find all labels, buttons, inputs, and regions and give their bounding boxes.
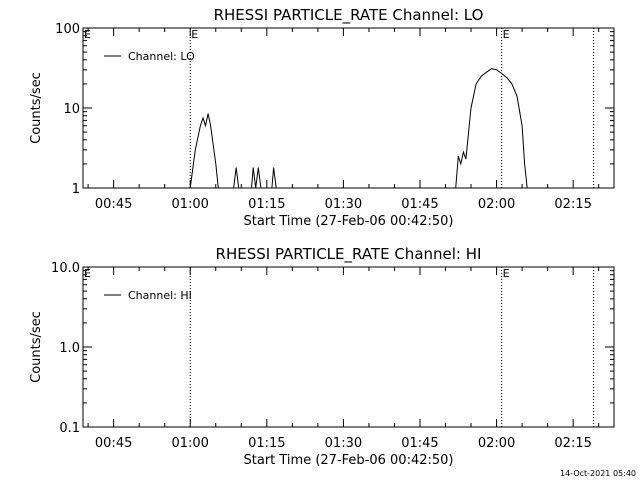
- x-tick-label: 02:15: [554, 436, 591, 451]
- x-tick-label: 01:45: [401, 436, 438, 451]
- corner-flag-label: E: [84, 267, 91, 280]
- x-tick-label: 01:15: [248, 436, 285, 451]
- footer-timestamp: 14-Oct-2021 05:40: [560, 469, 636, 478]
- y-tick-label: 0.1: [59, 421, 80, 436]
- corner-flag-label: E: [84, 28, 91, 41]
- y-axis-label: Counts/sec: [29, 311, 44, 383]
- legend-entry: Channel: LO: [128, 50, 195, 63]
- x-axis-label: Start Time (27-Feb-06 00:42:50): [244, 214, 454, 229]
- y-tick-label: 10.0: [51, 261, 80, 276]
- panel-lo: RHESSI PARTICLE_RATE Channel: LO Start Ti…: [29, 6, 615, 229]
- flag-marker-label: E: [503, 267, 510, 280]
- y-tick-label: 10: [63, 102, 80, 117]
- y-tick-label: 1: [72, 182, 80, 197]
- x-tick-label: 02:15: [554, 197, 591, 212]
- x-tick-label: 01:30: [325, 436, 362, 451]
- x-tick-label: 01:15: [248, 197, 285, 212]
- x-tick-label: 01:45: [401, 197, 438, 212]
- x-tick-label: 01:00: [171, 436, 208, 451]
- x-axis-label: Start Time (27-Feb-06 00:42:50): [244, 453, 454, 468]
- series-line: [83, 68, 614, 189]
- panel-hi: RHESSI PARTICLE_RATE Channel: HI Start Ti…: [29, 245, 615, 468]
- x-tick-label: 00:45: [95, 436, 132, 451]
- flag-marker-label: E: [191, 28, 198, 41]
- x-tick-label: 01:30: [325, 197, 362, 212]
- y-tick-label: 1.0: [59, 341, 80, 356]
- x-tick-label: 00:45: [95, 197, 132, 212]
- legend-entry: Channel: HI: [128, 289, 192, 302]
- x-tick-label: 02:00: [478, 436, 515, 451]
- chart-title: RHESSI PARTICLE_RATE Channel: HI: [216, 245, 482, 264]
- x-tick-label: 01:00: [171, 197, 208, 212]
- x-tick-label: 02:00: [478, 197, 515, 212]
- y-axis-label: Counts/sec: [29, 72, 44, 144]
- flag-marker-label: E: [503, 28, 510, 41]
- y-tick-label: 100: [55, 22, 80, 37]
- chart-title: RHESSI PARTICLE_RATE Channel: LO: [214, 6, 484, 25]
